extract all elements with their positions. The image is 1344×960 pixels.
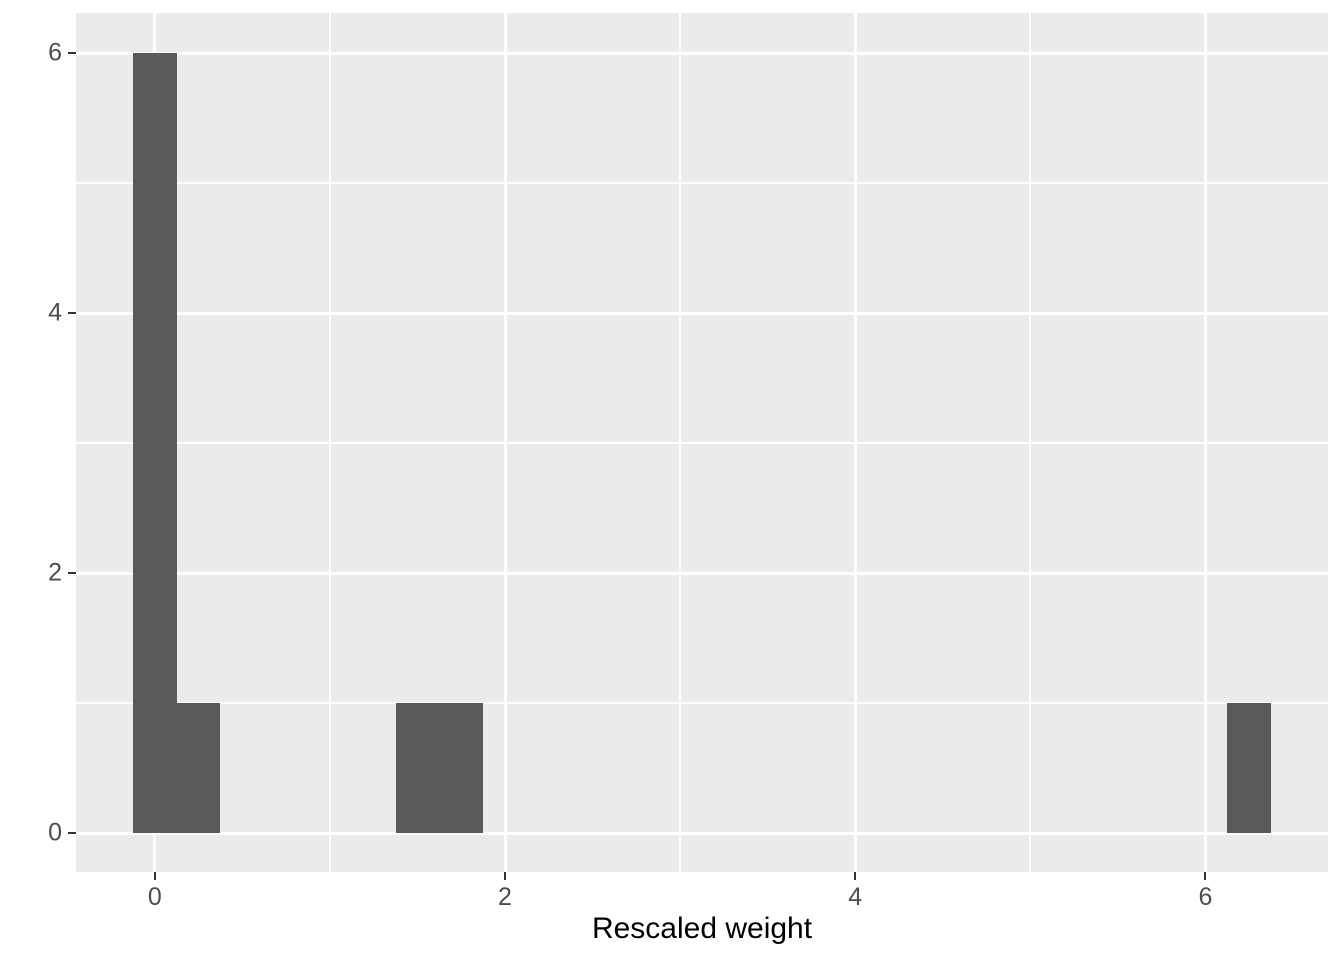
x-tick-label: 4 [848, 883, 863, 911]
y-tick-mark [68, 832, 76, 834]
histogram-bar [395, 703, 440, 833]
x-tick-mark [1204, 872, 1207, 880]
gridline-major-vertical [1203, 13, 1207, 872]
gridline-major-horizontal [76, 831, 1328, 835]
y-tick-label: 4 [48, 298, 62, 327]
y-tick-mark [68, 572, 76, 575]
x-tick-mark [854, 872, 857, 880]
gridline-major-vertical [853, 13, 857, 872]
gridline-major-horizontal [76, 571, 1328, 575]
x-tick-label: 0 [147, 883, 162, 911]
x-tick-mark [504, 872, 506, 880]
gridline-major-horizontal [76, 311, 1328, 315]
x-tick-label: 6 [1198, 883, 1213, 911]
gridline-major-horizontal [76, 51, 1328, 55]
y-tick-mark [68, 52, 76, 55]
histogram-bar [132, 53, 177, 833]
y-tick-label: 2 [48, 558, 62, 587]
x-axis-title: Rescaled weight [591, 912, 813, 945]
gridline-minor-horizontal [76, 702, 1328, 705]
gridline-minor-horizontal [76, 182, 1328, 185]
gridline-minor-horizontal [76, 442, 1328, 445]
histogram-bar [1227, 703, 1272, 833]
gridline-major-vertical [503, 13, 507, 872]
histogram-bar [439, 703, 484, 833]
x-tick-label: 2 [498, 883, 512, 911]
y-tick-label: 6 [48, 38, 62, 67]
x-tick-mark [153, 872, 156, 880]
histogram-bar [176, 703, 221, 833]
y-tick-mark [68, 312, 76, 315]
plot-panel [76, 13, 1328, 872]
y-tick-label: 0 [48, 818, 62, 847]
